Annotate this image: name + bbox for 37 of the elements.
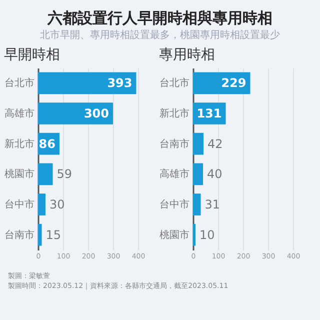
chart-title: 專用時相 — [159, 47, 215, 63]
data-label: 59 — [56, 167, 72, 182]
data-label: 30 — [50, 198, 65, 212]
data-label: 86 — [38, 136, 56, 151]
bar — [193, 72, 250, 94]
data-label: 40 — [207, 167, 222, 182]
y-tick-label: 桃園市 — [160, 228, 190, 241]
bar — [38, 163, 53, 186]
y-tick-label: 台北市 — [4, 77, 34, 90]
y-tick-label: 台中市 — [4, 198, 34, 210]
data-label: 10 — [200, 228, 215, 242]
bar — [38, 194, 46, 216]
data-label: 393 — [107, 76, 132, 90]
bar — [193, 194, 201, 216]
y-tick-label: 新北市 — [4, 138, 34, 150]
data-label: 131 — [196, 106, 222, 120]
bar — [38, 102, 113, 124]
bar — [193, 163, 203, 186]
text: 六都設置行人早開時相與專用時相 — [46, 8, 274, 28]
chart-title: 早開時相 — [4, 47, 60, 63]
text: 北市早開、專用時相設置最多，桃園專用時相設置最少 — [39, 28, 281, 43]
y-tick-label: 台南市 — [4, 228, 34, 241]
y-tick-label: 桃園市 — [4, 168, 34, 180]
bar — [38, 72, 136, 94]
data-label: 42 — [208, 136, 223, 151]
y-tick-label: 新北市 — [160, 108, 190, 120]
data-label: 229 — [221, 76, 246, 90]
y-tick-label: 高雄市 — [4, 108, 34, 120]
data-label: 31 — [204, 198, 220, 212]
y-tick-label: 台北市 — [160, 77, 190, 90]
data-label: 300 — [84, 106, 109, 120]
bar — [38, 224, 42, 246]
data-label: 15 — [46, 228, 62, 242]
y-tick-label: 台南市 — [160, 138, 190, 150]
y-tick-label: 高雄市 — [160, 168, 190, 180]
y-tick-label: 台中市 — [160, 198, 190, 210]
bar — [193, 132, 204, 155]
